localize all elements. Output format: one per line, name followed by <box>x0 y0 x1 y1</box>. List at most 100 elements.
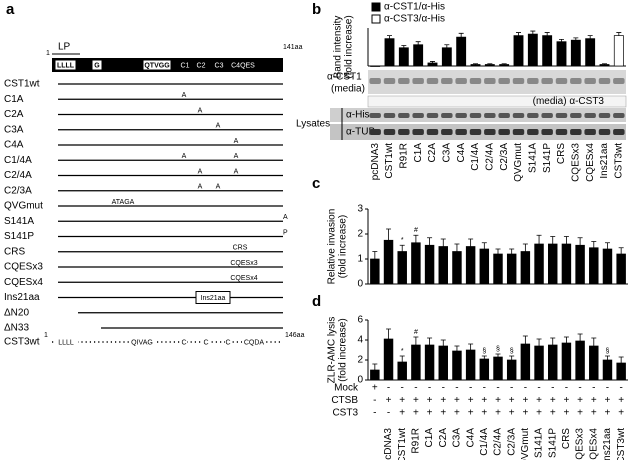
blot-band <box>613 129 625 135</box>
label-bg <box>203 338 209 346</box>
x-tick-label: C2A <box>427 143 438 163</box>
significance-mark: # <box>414 227 418 234</box>
x-tick-label: Ins21aa <box>602 428 613 460</box>
x-tick-label: R91R <box>398 143 409 169</box>
insert-label: Ins21aa <box>201 295 226 302</box>
domain-box <box>142 59 172 71</box>
y-axis-label: ZLR-AMC lysis <box>327 317 338 384</box>
blot-band <box>369 113 381 118</box>
x-tick-label: C2A <box>438 428 449 448</box>
bar <box>465 246 476 285</box>
table-cell: + <box>522 408 528 419</box>
table-cell: + <box>468 395 474 406</box>
significance-mark: § <box>496 346 500 353</box>
x-tick-label: CQESx3 <box>575 428 586 460</box>
construct-name: CRS <box>4 246 25 257</box>
blot-label: α-CST1 <box>327 72 362 83</box>
bar <box>575 340 585 381</box>
domain-label: CQDA <box>244 339 265 346</box>
blot-label: (media) α-CST3 <box>533 96 605 107</box>
bar <box>398 47 409 67</box>
blot-band <box>369 129 381 135</box>
error-bar <box>427 237 433 246</box>
x-tick-label: C3A <box>452 428 463 448</box>
bar <box>383 239 394 285</box>
error-bar <box>618 356 624 363</box>
error-bar <box>454 345 460 351</box>
bar <box>506 253 517 285</box>
x-tick-label: QVGmut <box>520 428 531 460</box>
error-bar <box>386 328 392 339</box>
table-cell: + <box>372 383 378 394</box>
construct-name: C1/4A <box>4 155 32 166</box>
error-bar <box>501 63 507 65</box>
blot-band <box>555 129 568 135</box>
bar <box>370 369 380 381</box>
blot-band <box>441 113 453 118</box>
construct-name: C3A <box>4 124 24 135</box>
error-bar <box>573 37 579 41</box>
error-bar <box>415 41 421 45</box>
domain-label: LLLL <box>57 62 75 69</box>
bar <box>479 358 490 381</box>
construct-name: S141A <box>4 216 34 227</box>
x-tick-label: CQESx3 <box>570 143 581 182</box>
x-tick-label: C4A <box>465 428 476 448</box>
construct-name: CST1wt <box>4 79 40 90</box>
construct-name: CQESx4 <box>4 277 43 288</box>
table-cell: + <box>509 395 515 406</box>
x-tick-label: S141P <box>547 428 558 458</box>
significance-mark: # <box>414 329 418 336</box>
domain-label: C3 <box>215 62 224 69</box>
bar <box>438 345 448 381</box>
mutation-label: A <box>216 184 221 191</box>
bar <box>602 248 613 285</box>
bar <box>427 62 438 67</box>
table-cell: - <box>578 383 581 394</box>
construct-name: CQESx3 <box>4 262 43 273</box>
error-bar <box>550 236 556 244</box>
x-tick-label: R91R <box>411 428 422 454</box>
blot-band <box>512 78 525 84</box>
bar <box>575 244 585 285</box>
error-bar <box>444 44 450 48</box>
bar <box>441 47 452 67</box>
error-bar <box>440 339 446 346</box>
blot-band <box>383 113 396 118</box>
label-bg <box>225 338 231 346</box>
mutation-label: A <box>182 153 187 160</box>
blot-band <box>484 78 496 84</box>
panel-label: b <box>312 1 321 18</box>
error-bar <box>481 355 487 359</box>
error-bar <box>387 35 392 39</box>
x-tick-label: Ins21aa <box>599 143 610 179</box>
error-bar <box>550 337 556 345</box>
error-bar <box>427 337 433 345</box>
error-bar <box>604 355 610 360</box>
bar <box>513 35 524 67</box>
insert-box <box>195 291 231 304</box>
table-cell: + <box>481 408 487 419</box>
blot-band <box>398 129 410 135</box>
mutation-label: A <box>234 153 239 160</box>
blot-band <box>398 113 410 118</box>
x-tick-label: CST3wt <box>616 428 627 460</box>
bar <box>556 41 567 67</box>
table-cell: - <box>510 383 513 394</box>
legend-swatch <box>371 2 381 12</box>
bar <box>570 39 581 67</box>
x-tick-label: CST1wt <box>397 428 408 460</box>
table-cell: - <box>606 383 609 394</box>
construct-name: C2/3A <box>4 185 32 196</box>
domain-label: C <box>203 339 208 346</box>
x-tick-label: C2/3A <box>499 143 510 171</box>
table-cell: - <box>619 383 622 394</box>
y-tick-label: 0 <box>357 279 363 290</box>
mutation-label: A <box>216 123 221 130</box>
domain-label: C <box>225 339 230 346</box>
error-bar <box>536 234 542 244</box>
blot-band <box>584 78 596 84</box>
domain-label: G <box>94 62 100 69</box>
table-cell: + <box>563 395 569 406</box>
table-cell: + <box>468 408 474 419</box>
